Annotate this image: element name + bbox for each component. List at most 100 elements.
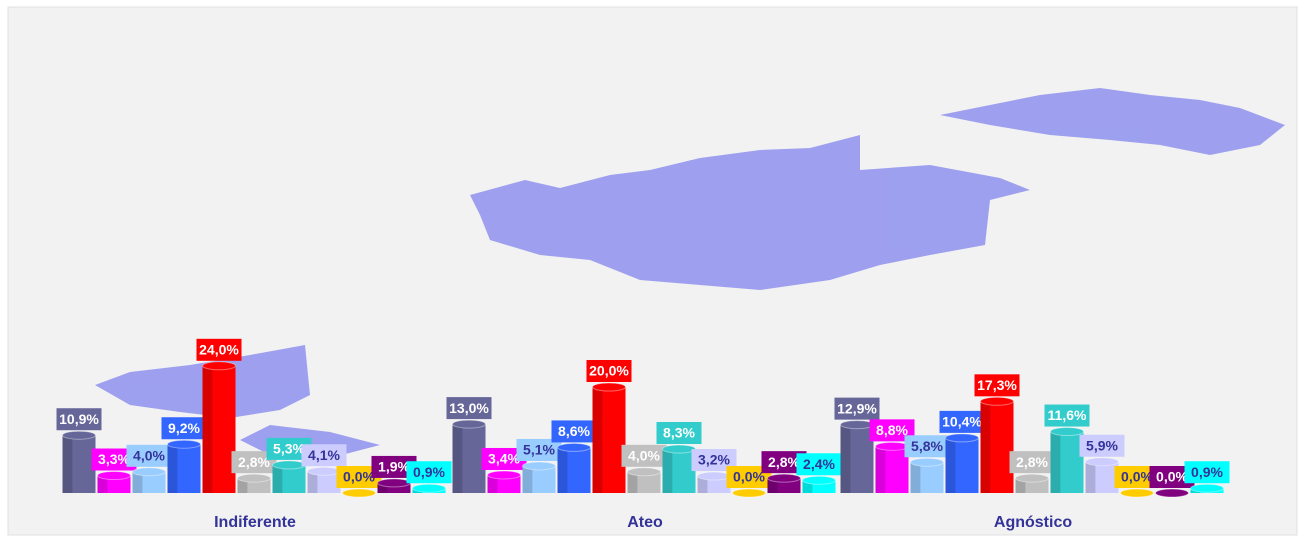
value-label: 0,0% xyxy=(733,469,765,485)
value-label-box xyxy=(691,449,737,472)
bar xyxy=(840,424,874,493)
bar-shade xyxy=(1050,431,1061,493)
bar xyxy=(627,471,661,493)
bar-top xyxy=(945,433,979,443)
value-label-box xyxy=(371,455,417,478)
bar-top xyxy=(557,442,591,452)
category-label: Indiferente xyxy=(214,514,296,531)
value-label: 5,8% xyxy=(911,438,943,454)
bar-shade xyxy=(767,478,778,493)
value-label-box xyxy=(266,437,312,460)
value-label-box xyxy=(301,444,347,467)
value-label: 10,9% xyxy=(59,411,99,427)
value-label-box xyxy=(974,374,1020,397)
value-label: 4,0% xyxy=(628,448,660,464)
value-label: 2,8% xyxy=(768,454,800,470)
bar-shade xyxy=(980,401,991,493)
bar-top xyxy=(1085,457,1119,467)
bar-shade xyxy=(627,471,638,493)
bar-top xyxy=(62,430,96,440)
bar-top xyxy=(840,420,874,430)
bar xyxy=(167,444,201,493)
bar-top xyxy=(522,461,556,471)
bar-top xyxy=(202,361,236,371)
bar-shade xyxy=(1015,478,1026,493)
bar xyxy=(875,446,909,493)
value-label-box xyxy=(834,397,880,420)
bar-shade xyxy=(910,462,921,493)
value-label-box xyxy=(1184,461,1230,484)
bar-shade xyxy=(875,446,886,493)
value-label: 2,8% xyxy=(238,454,270,470)
value-label: 0,0% xyxy=(343,469,375,485)
bar-top xyxy=(167,439,201,449)
bar-top xyxy=(307,466,341,476)
bar-shade xyxy=(377,482,388,493)
value-label: 20,0% xyxy=(589,363,629,379)
value-label: 3,2% xyxy=(698,452,730,468)
value-label-box xyxy=(1149,466,1195,488)
bar xyxy=(1085,461,1119,493)
value-label-box xyxy=(621,444,667,467)
value-label: 1,9% xyxy=(378,459,410,475)
bar-top xyxy=(875,441,909,451)
value-label-box xyxy=(91,448,137,471)
bar-top xyxy=(910,457,944,467)
value-label: 5,9% xyxy=(1086,437,1118,453)
bar-shade xyxy=(840,424,851,493)
category-label: Agnóstico xyxy=(994,514,1072,531)
bar-shade xyxy=(62,435,73,493)
bar xyxy=(697,476,731,493)
value-label: 4,1% xyxy=(308,447,340,463)
bar-shade xyxy=(97,475,108,493)
value-label: 24,0% xyxy=(199,342,239,358)
bar-top xyxy=(1120,488,1154,498)
value-label-box xyxy=(551,420,597,443)
value-label-box xyxy=(1079,434,1125,457)
bar-shade xyxy=(237,478,248,493)
value-label: 8,6% xyxy=(558,423,590,439)
bar-top xyxy=(980,396,1014,406)
bar xyxy=(132,471,166,493)
value-label: 4,0% xyxy=(133,448,165,464)
value-label-box xyxy=(1114,466,1160,488)
value-label: 8,8% xyxy=(876,422,908,438)
value-label: 13,0% xyxy=(449,400,489,416)
bar xyxy=(202,365,236,493)
bar-shade xyxy=(557,447,568,493)
bar xyxy=(487,474,521,493)
value-label: 8,3% xyxy=(663,425,695,441)
bar-top xyxy=(627,467,661,477)
value-label-box xyxy=(196,338,242,361)
bar-top xyxy=(132,467,166,477)
value-label-box xyxy=(406,461,452,484)
bar xyxy=(557,447,591,493)
bar-top xyxy=(342,488,376,498)
value-label-box xyxy=(939,410,985,433)
bar-shade xyxy=(167,444,178,493)
value-label-box xyxy=(1009,451,1055,474)
value-label-box xyxy=(796,453,842,476)
bar xyxy=(945,437,979,493)
bar-top xyxy=(802,475,836,485)
bar-shade xyxy=(307,471,318,493)
value-label-box xyxy=(586,360,632,382)
bar xyxy=(980,401,1014,493)
bar-shade xyxy=(662,449,673,493)
bar-shade xyxy=(522,465,533,493)
value-label-box xyxy=(761,451,807,474)
bar xyxy=(1050,431,1084,493)
value-label-box xyxy=(161,417,207,440)
bar-top xyxy=(377,478,411,488)
bar-top xyxy=(272,460,306,470)
value-label: 0,9% xyxy=(413,464,445,480)
background-clouds xyxy=(95,88,1285,458)
bar xyxy=(237,478,271,493)
bar xyxy=(767,478,801,493)
value-label: 5,3% xyxy=(273,441,305,457)
value-label-box xyxy=(481,447,527,470)
value-label: 9,2% xyxy=(168,420,200,436)
value-label-box xyxy=(656,422,702,445)
value-label-box xyxy=(56,408,102,431)
